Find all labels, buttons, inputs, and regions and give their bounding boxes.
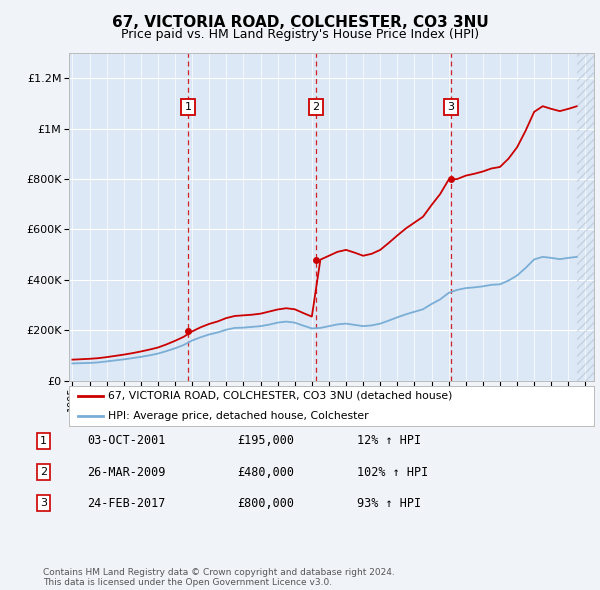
- Text: 3: 3: [448, 102, 455, 112]
- Text: Price paid vs. HM Land Registry's House Price Index (HPI): Price paid vs. HM Land Registry's House …: [121, 28, 479, 41]
- Text: HPI: Average price, detached house, Colchester: HPI: Average price, detached house, Colc…: [109, 411, 369, 421]
- Text: 2: 2: [312, 102, 319, 112]
- Text: 67, VICTORIA ROAD, COLCHESTER, CO3 3NU (detached house): 67, VICTORIA ROAD, COLCHESTER, CO3 3NU (…: [109, 391, 453, 401]
- Text: 26-MAR-2009: 26-MAR-2009: [87, 466, 166, 478]
- Text: 67, VICTORIA ROAD, COLCHESTER, CO3 3NU: 67, VICTORIA ROAD, COLCHESTER, CO3 3NU: [112, 15, 488, 30]
- Text: 1: 1: [184, 102, 191, 112]
- Text: £195,000: £195,000: [237, 434, 294, 447]
- Text: 3: 3: [40, 499, 47, 508]
- Text: £480,000: £480,000: [237, 466, 294, 478]
- Bar: [577, 28, 600, 381]
- Text: 03-OCT-2001: 03-OCT-2001: [87, 434, 166, 447]
- Text: 12% ↑ HPI: 12% ↑ HPI: [357, 434, 421, 447]
- Text: 2: 2: [40, 467, 47, 477]
- Text: 24-FEB-2017: 24-FEB-2017: [87, 497, 166, 510]
- Text: 93% ↑ HPI: 93% ↑ HPI: [357, 497, 421, 510]
- Text: Contains HM Land Registry data © Crown copyright and database right 2024.
This d: Contains HM Land Registry data © Crown c…: [43, 568, 395, 587]
- Text: £800,000: £800,000: [237, 497, 294, 510]
- Text: 1: 1: [40, 436, 47, 445]
- Text: 102% ↑ HPI: 102% ↑ HPI: [357, 466, 428, 478]
